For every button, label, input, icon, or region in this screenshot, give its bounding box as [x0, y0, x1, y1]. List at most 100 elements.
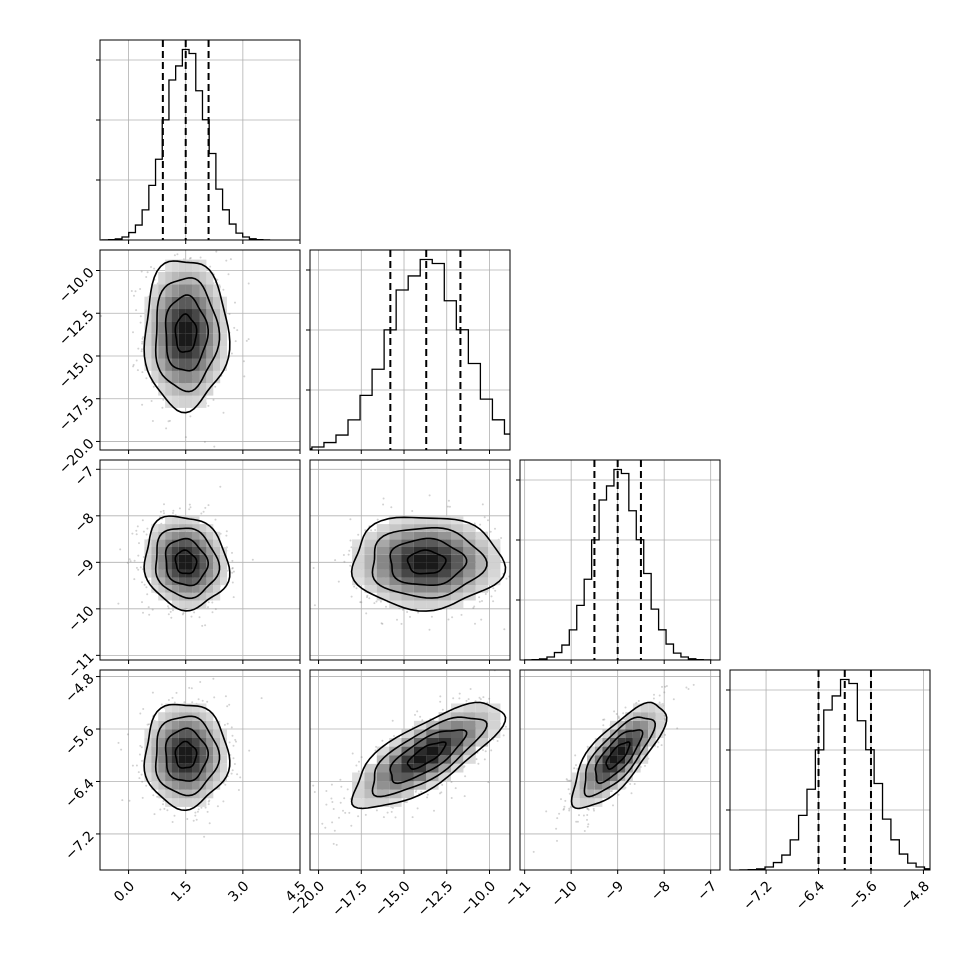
- density-cell: [185, 321, 193, 334]
- density-cell: [426, 592, 439, 601]
- density-cell: [352, 772, 365, 782]
- scatter-point: [428, 494, 431, 497]
- scatter-panel-3-1: −20.0 −17.5 −15.0 −12.5 −10.0: [287, 669, 511, 920]
- density-cell: [426, 577, 439, 586]
- scatter-point: [207, 504, 210, 507]
- scatter-point: [357, 770, 360, 773]
- density-cell: [438, 755, 451, 764]
- density-cell: [413, 600, 427, 609]
- density-cell: [178, 781, 186, 790]
- density-cell: [438, 570, 451, 578]
- scatter-point: [375, 745, 378, 748]
- density-cell: [178, 516, 186, 525]
- density-cell: [171, 547, 179, 555]
- density-cell: [376, 547, 390, 555]
- density-cell: [165, 746, 172, 756]
- scatter-point: [172, 609, 174, 612]
- x-tick-label: −17.5: [329, 878, 371, 920]
- density-cell: [151, 539, 159, 547]
- scatter-point: [464, 775, 467, 778]
- density-cell: [158, 729, 166, 738]
- scatter-point: [211, 611, 214, 614]
- density-cell: [165, 703, 172, 713]
- scatter-point: [379, 600, 382, 603]
- scatter-point: [469, 688, 472, 690]
- scatter-point: [411, 816, 414, 819]
- contour-level-3: [350, 701, 507, 810]
- density-cell: [206, 755, 214, 764]
- density-cell: [213, 729, 221, 738]
- density-cell: [199, 284, 207, 297]
- density-cell: [213, 738, 221, 747]
- density-cell: [426, 746, 439, 756]
- scatter-point: [586, 814, 589, 816]
- density-cell: [185, 259, 193, 272]
- density-cell: [151, 763, 159, 773]
- scatter-point: [197, 698, 200, 701]
- scatter-point: [135, 309, 138, 312]
- panel-frame: [309, 249, 511, 451]
- scatter-point: [201, 624, 204, 627]
- scatter-point: [332, 808, 335, 810]
- density-cell: [199, 755, 207, 764]
- scatter-point: [481, 600, 483, 602]
- density-cell: [144, 772, 152, 782]
- scatter-point: [139, 712, 142, 715]
- density-cell: [475, 585, 489, 593]
- density-cell: [158, 585, 166, 593]
- histogram-line: [310, 258, 510, 450]
- density-cell: [376, 763, 390, 773]
- density-cell: [185, 746, 193, 756]
- scatter-point: [136, 525, 139, 528]
- density-cell: [488, 554, 501, 563]
- scatter-point: [629, 783, 632, 785]
- scatter-point: [405, 801, 408, 804]
- density-cell: [364, 531, 377, 540]
- density-cell: [165, 346, 172, 359]
- density-cell: [185, 562, 193, 570]
- scatter-point: [350, 824, 353, 827]
- density-cell: [438, 763, 451, 773]
- y-tick-label: −7.2: [62, 828, 97, 863]
- density-cell: [451, 746, 464, 756]
- contour-level-3: [143, 703, 231, 812]
- scatter-point: [416, 807, 419, 810]
- scatter-point: [225, 530, 228, 533]
- panel-frame: [99, 249, 301, 451]
- scatter-point: [380, 622, 383, 625]
- scatter-point: [349, 539, 352, 542]
- scatter-point: [492, 587, 495, 590]
- density-cell: [192, 570, 200, 578]
- density-cell: [602, 755, 610, 764]
- scatter-point: [128, 799, 131, 802]
- density-cell: [178, 720, 186, 730]
- density-cell: [151, 333, 159, 347]
- scatter-point: [351, 752, 354, 755]
- density-cell: [158, 370, 166, 384]
- scatter-point: [343, 560, 346, 563]
- histogram-panel-1: [306, 249, 511, 454]
- density-cell: [171, 383, 179, 396]
- scatter-point: [312, 784, 315, 787]
- x-tick-label: 0.0: [111, 878, 138, 905]
- scatter-point: [349, 518, 352, 521]
- scatter-point: [630, 792, 633, 795]
- scatter-point: [193, 611, 196, 614]
- scatter-point: [663, 691, 666, 694]
- density-cell: [185, 763, 193, 773]
- density-cell: [401, 763, 414, 773]
- scatter-point: [142, 708, 145, 710]
- density-cell: [165, 738, 172, 747]
- density-cell: [438, 712, 451, 721]
- density-cell: [165, 755, 172, 764]
- density-cell: [206, 746, 214, 756]
- scatter-point: [475, 758, 478, 761]
- density-cell: [185, 781, 193, 790]
- scatter-point: [231, 559, 234, 562]
- density-cell: [178, 585, 186, 593]
- density-cell: [413, 763, 427, 773]
- scatter-point: [208, 822, 211, 825]
- density-cell: [144, 755, 152, 764]
- density-cell: [426, 720, 439, 730]
- density-cell: [451, 531, 464, 540]
